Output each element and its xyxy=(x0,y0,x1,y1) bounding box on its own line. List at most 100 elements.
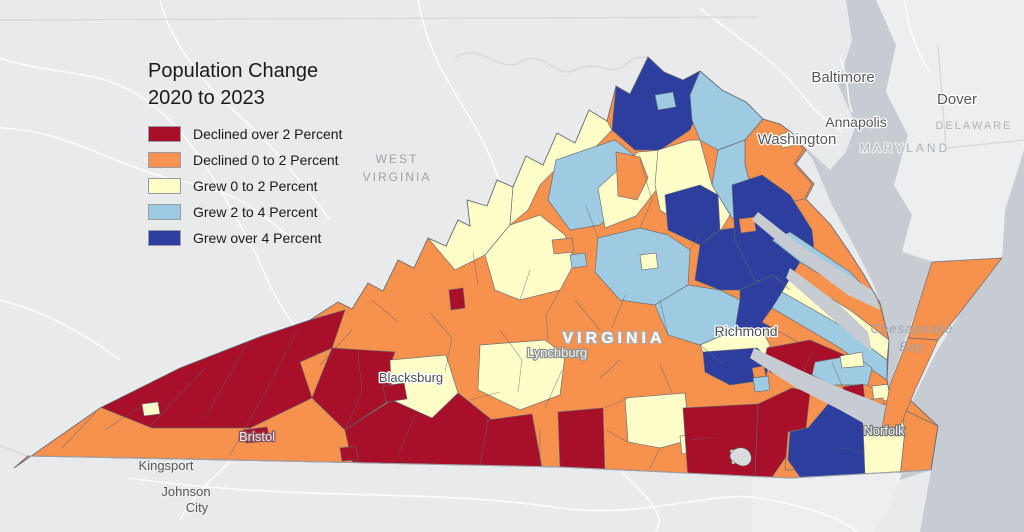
legend-label: Grew over 4 Percent xyxy=(193,230,322,246)
legend-swatch xyxy=(148,178,181,194)
state-border-line-1 xyxy=(454,52,649,73)
map-label-bristol: Bristol xyxy=(239,429,275,444)
county-border-16 xyxy=(604,397,629,409)
legend-title-line2: 2020 to 2023 xyxy=(148,87,265,109)
map-label-virginia: VIRGINIA xyxy=(363,170,432,184)
county-arlington-dot xyxy=(779,130,797,149)
legend-swatch xyxy=(148,230,181,246)
county-border-13 xyxy=(519,269,531,301)
county-norton-city xyxy=(141,401,161,417)
road-line-8 xyxy=(699,7,843,133)
map-label-richmond: Richmond xyxy=(714,323,777,339)
map-label-washington: Washington xyxy=(758,131,837,148)
map-label-west: WEST xyxy=(376,152,419,166)
legend-item-1: Declined 0 to 2 Percent xyxy=(148,147,342,173)
county-henry-county xyxy=(479,413,543,469)
county-border-7 xyxy=(397,414,416,456)
legend-item-0: Declined over 2 Percent xyxy=(148,121,342,147)
road-line-4 xyxy=(0,299,121,361)
county-pittsylvania-county xyxy=(557,407,606,478)
county-northampton-county xyxy=(881,337,939,433)
state-border-line-0 xyxy=(0,16,759,21)
county-border-4 xyxy=(61,411,97,449)
legend-item-2: Grew 0 to 2 Percent xyxy=(148,173,342,199)
legend-swatch xyxy=(148,126,181,142)
county-border-0 xyxy=(149,367,206,427)
county-bedford-county xyxy=(477,339,566,411)
county-border-20 xyxy=(699,344,726,366)
county-harrisonburg-city xyxy=(615,151,649,201)
county-border-11 xyxy=(469,391,501,401)
map-label-virginia: VIRGINIA xyxy=(562,330,665,347)
map-label-blacksburg: Blacksburg xyxy=(379,370,443,385)
kerr-lake xyxy=(729,447,752,467)
county-border-26 xyxy=(771,274,791,291)
legend-item-4: Grew over 4 Percent xyxy=(148,225,342,251)
map-label-city: City xyxy=(186,500,209,515)
county-williamsburg-city xyxy=(839,351,865,369)
county-border-6 xyxy=(344,351,363,431)
county-border-23 xyxy=(689,225,707,251)
county-border-18 xyxy=(649,447,661,469)
county-galax-city xyxy=(339,445,359,462)
road-line-10 xyxy=(904,0,931,73)
road-line-7 xyxy=(179,461,231,521)
county-border-34 xyxy=(599,359,621,379)
county-border-21 xyxy=(639,159,653,229)
county-border-5 xyxy=(229,397,263,456)
state-border-line-4 xyxy=(0,445,29,457)
county-fredericksburg-city xyxy=(738,216,757,234)
legend-label: Grew 0 to 2 Percent xyxy=(193,178,318,194)
legend-label: Grew 2 to 4 Percent xyxy=(193,204,318,220)
county-border-25 xyxy=(611,294,626,329)
legend-swatch xyxy=(148,152,181,168)
county-halifax-county xyxy=(624,392,691,449)
county-charlottesville-city xyxy=(639,252,659,271)
county-border-9 xyxy=(499,329,523,393)
map-label-kingsport: Kingsport xyxy=(139,458,194,473)
map-label-annapolis: Annapolis xyxy=(825,114,887,130)
york-river xyxy=(786,268,872,352)
county-border-1 xyxy=(204,341,249,419)
legend-label: Declined over 2 Percent xyxy=(193,126,343,142)
county-winchester-city xyxy=(654,91,677,111)
county-border-31 xyxy=(371,299,399,323)
map-label-delaware: DELAWARE xyxy=(936,120,1013,132)
county-border-24 xyxy=(659,299,669,336)
county-radford-city xyxy=(382,382,408,403)
map-legend: Population Change 2020 to 2023 Declined … xyxy=(148,58,342,251)
map-label-lynchburg: Lynchburg xyxy=(527,345,587,360)
map-label-baltimore: Baltimore xyxy=(811,69,874,86)
county-bristol-city xyxy=(242,426,271,444)
county-border-33 xyxy=(659,364,673,394)
road-line-2 xyxy=(159,0,331,221)
county-border-12 xyxy=(472,251,479,286)
map-label-dover: Dover xyxy=(937,91,977,108)
rappahannock-river xyxy=(752,212,880,310)
county-border-22 xyxy=(585,205,599,239)
county-border-3 xyxy=(104,406,141,431)
county-colonial-heights xyxy=(752,375,771,393)
county-border-2 xyxy=(261,329,299,399)
road-line-5 xyxy=(127,477,859,532)
state-border-line-2 xyxy=(937,44,1024,149)
map-label-norfolk: Norfolk xyxy=(863,423,905,438)
county-border-30 xyxy=(319,329,353,366)
virginia-state-outline xyxy=(13,56,939,479)
delmarva-peninsula xyxy=(876,0,1024,262)
county-border-14 xyxy=(545,289,561,341)
map-label-johnson: Johnson xyxy=(161,484,210,499)
road-line-6 xyxy=(619,469,660,532)
county-border-15 xyxy=(574,299,601,331)
county-waynesboro-city xyxy=(569,252,588,269)
road-line-1 xyxy=(0,57,306,339)
county-hopewell-city xyxy=(751,365,767,379)
north-carolina-coast xyxy=(753,473,902,532)
virginia-choropleth xyxy=(14,57,938,478)
legend-swatch xyxy=(148,204,181,220)
county-covington-city xyxy=(448,287,466,311)
county-mecklenburg-county xyxy=(682,403,759,478)
legend-rows: Declined over 2 Percent Declined 0 to 2 P… xyxy=(148,121,342,251)
